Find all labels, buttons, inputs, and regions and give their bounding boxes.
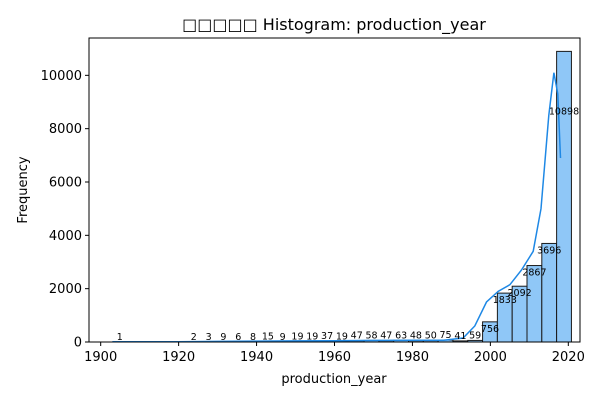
x-tick-label: 2020 [552, 350, 585, 365]
bar-count-label: 1833 [493, 295, 517, 306]
y-tick-label: 10000 [41, 69, 82, 84]
y-tick-label: 8000 [49, 122, 82, 137]
bar-count-label: 63 [395, 330, 407, 341]
bar-count-label: 19 [306, 331, 318, 342]
bar-count-label: 1 [117, 332, 123, 343]
bar-count-label: 10898 [549, 106, 579, 117]
x-tick-label: 1920 [162, 350, 195, 365]
bar-count-label: 2867 [522, 268, 546, 279]
bar-count-label: 47 [351, 331, 363, 342]
x-axis-label: production_year [281, 372, 387, 387]
bar-count-label: 37 [321, 331, 333, 342]
x-tick-label: 2000 [474, 350, 507, 365]
bar-count-label: 15 [262, 332, 274, 343]
bar-count-label: 50 [425, 331, 437, 342]
y-tick-label: 2000 [49, 282, 82, 297]
kde-line [112, 72, 562, 343]
y-tick-label: 0 [74, 336, 82, 351]
histogram-bar [556, 50, 572, 343]
bar-count-label: 3 [206, 332, 212, 343]
bar-count-label: 9 [220, 332, 226, 343]
bar-count-label: 756 [481, 324, 499, 335]
bar-count-label: 47 [380, 331, 392, 342]
histogram-bar [541, 242, 558, 343]
y-tick-label: 6000 [49, 176, 82, 191]
y-axis-label: Frequency [16, 156, 31, 223]
x-tick-label: 1960 [318, 350, 351, 365]
bar-count-label: 48 [410, 331, 422, 342]
chart-title: □□□□□ Histogram: production_year [182, 15, 486, 35]
bar-count-label: 59 [469, 330, 481, 341]
plot-area: 1 2 3 9 6 8 15 9 19 19 37 19 47 58 47 63 48 50 75 41 5975618… [41, 37, 585, 365]
x-tick-label: 1900 [84, 350, 117, 365]
bar-count-label: 19 [291, 331, 303, 342]
x-tick-label: 1980 [396, 350, 429, 365]
bar-count-label: 2092 [508, 288, 532, 299]
bar-count-label: 8 [250, 332, 256, 343]
x-tick-label: 1940 [240, 350, 273, 365]
y-tick-label: 4000 [49, 229, 82, 244]
bar-count-label: 75 [440, 330, 452, 341]
bar-count-label: 19 [336, 331, 348, 342]
bar-count-label: 41 [454, 331, 466, 342]
bar-count-label: 9 [280, 332, 286, 343]
bar-count-label: 58 [365, 330, 377, 341]
bar-count-label: 2 [191, 332, 197, 343]
bar-count-label: 6 [235, 332, 241, 343]
bar-count-label: 3696 [537, 245, 561, 256]
